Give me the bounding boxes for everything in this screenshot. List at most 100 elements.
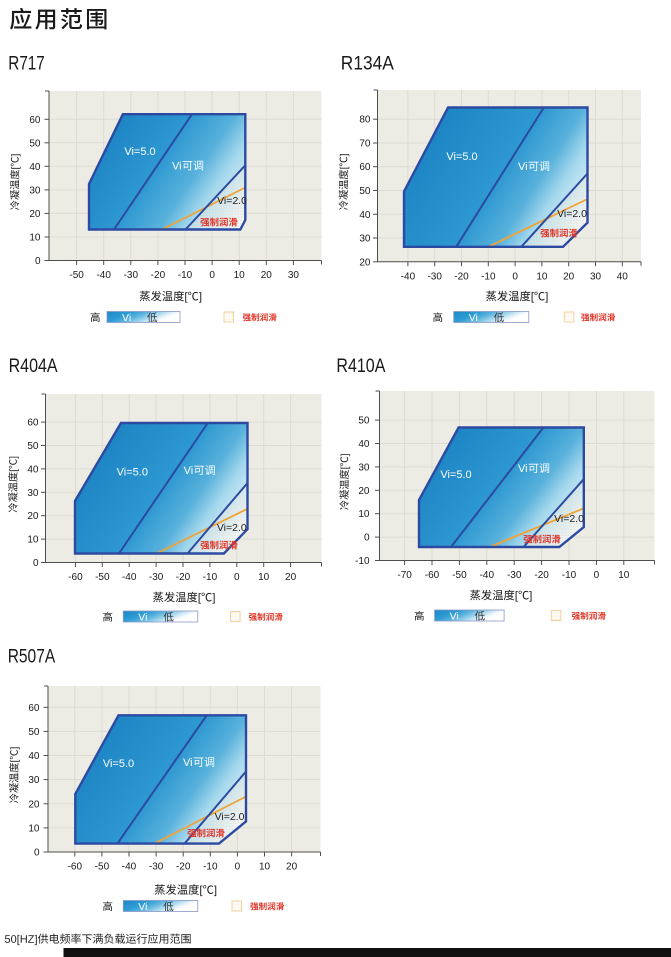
svg-text:-20: -20 [151, 270, 166, 281]
svg-text:-40: -40 [122, 862, 137, 873]
svg-text:50: 50 [359, 186, 371, 197]
svg-text:40: 40 [617, 271, 629, 282]
svg-text:-30: -30 [507, 570, 522, 581]
svg-text:20: 20 [285, 572, 297, 583]
svg-text:-20: -20 [534, 570, 549, 581]
svg-text:30: 30 [28, 775, 40, 786]
svg-text:30: 30 [358, 462, 370, 473]
svg-text:Vi: Vi [183, 757, 193, 769]
svg-text:-50: -50 [69, 270, 84, 281]
svg-text:20: 20 [358, 486, 370, 497]
svg-text:Vi=5.0: Vi=5.0 [440, 469, 471, 481]
svg-text:60: 60 [29, 115, 41, 126]
svg-text:0: 0 [209, 270, 215, 281]
svg-text:0: 0 [33, 558, 39, 569]
svg-text:Vi: Vi [122, 312, 131, 324]
svg-text:Vi: Vi [518, 161, 528, 173]
svg-text:-30: -30 [124, 270, 139, 281]
svg-text:Vi: Vi [518, 463, 528, 475]
svg-text:40: 40 [28, 751, 40, 762]
svg-text:0: 0 [512, 271, 518, 282]
svg-text:-20: -20 [454, 271, 469, 282]
svg-text:R717: R717 [8, 53, 45, 75]
svg-text:40: 40 [359, 210, 371, 221]
svg-text:-50: -50 [95, 862, 110, 873]
svg-text:Vi: Vi [138, 612, 147, 624]
svg-text:Vi=2.0: Vi=2.0 [217, 522, 247, 534]
svg-text:0: 0 [594, 570, 600, 581]
svg-text:R404A: R404A [9, 355, 58, 377]
svg-text:0: 0 [235, 862, 241, 873]
svg-text:-60: -60 [68, 572, 83, 583]
svg-text:-40: -40 [480, 570, 495, 581]
svg-text:0: 0 [234, 572, 240, 583]
svg-text:-40: -40 [96, 270, 111, 281]
svg-text:50: 50 [27, 441, 39, 452]
svg-text:20: 20 [261, 270, 273, 281]
svg-text:50: 50 [29, 138, 41, 149]
svg-text:0: 0 [35, 256, 41, 267]
svg-text:Vi: Vi [138, 901, 147, 913]
svg-text:50: 50 [28, 727, 40, 738]
svg-text:Vi=5.0: Vi=5.0 [124, 146, 155, 158]
svg-text:-10: -10 [562, 570, 577, 581]
svg-text:-20: -20 [176, 862, 191, 873]
svg-text:10: 10 [28, 823, 40, 834]
svg-text:-50: -50 [452, 570, 467, 581]
svg-text:80: 80 [359, 115, 371, 126]
svg-text:20: 20 [29, 209, 41, 220]
svg-text:30: 30 [29, 185, 41, 196]
svg-text:Vi: Vi [172, 161, 182, 173]
svg-text:Vi: Vi [450, 611, 459, 623]
svg-text:Vi: Vi [469, 312, 478, 324]
svg-text:20: 20 [563, 271, 575, 282]
svg-text:R507A: R507A [8, 646, 56, 668]
svg-text:-50: -50 [95, 572, 110, 583]
svg-text:-40: -40 [122, 572, 137, 583]
svg-text:30: 30 [359, 234, 371, 245]
svg-text:Vi=2.0: Vi=2.0 [217, 195, 247, 207]
svg-text:-30: -30 [149, 862, 164, 873]
svg-text:40: 40 [29, 162, 41, 173]
svg-text:-30: -30 [149, 572, 164, 583]
svg-text:60: 60 [27, 418, 39, 429]
svg-text:-20: -20 [176, 572, 191, 583]
svg-text:-60: -60 [68, 862, 83, 873]
svg-text:-10: -10 [203, 572, 218, 583]
svg-text:Vi=2.0: Vi=2.0 [557, 208, 587, 220]
svg-text:R134A: R134A [341, 53, 394, 75]
svg-text:10: 10 [29, 232, 41, 243]
svg-text:Vi=5.0: Vi=5.0 [117, 467, 148, 479]
svg-text:-10: -10 [203, 862, 218, 873]
svg-text:-10: -10 [178, 270, 193, 281]
svg-text:10: 10 [258, 572, 270, 583]
svg-text:20: 20 [27, 511, 39, 522]
svg-text:10: 10 [358, 509, 370, 520]
svg-text:-10: -10 [481, 271, 496, 282]
svg-text:-40: -40 [401, 271, 416, 282]
svg-text:-70: -70 [397, 570, 412, 581]
svg-text:-60: -60 [425, 570, 440, 581]
svg-text:10: 10 [27, 535, 39, 546]
svg-text:-10: -10 [355, 556, 370, 567]
svg-text:Vi=2.0: Vi=2.0 [215, 811, 245, 823]
svg-text:Vi=5.0: Vi=5.0 [103, 758, 134, 770]
svg-text:40: 40 [27, 464, 39, 475]
svg-text:Vi: Vi [184, 465, 194, 477]
svg-text:-30: -30 [427, 271, 442, 282]
svg-text:Vi=2.0: Vi=2.0 [554, 513, 584, 525]
svg-text:10: 10 [234, 270, 246, 281]
svg-text:0: 0 [364, 533, 370, 544]
svg-text:20: 20 [359, 257, 371, 268]
svg-text:30: 30 [288, 270, 300, 281]
svg-text:0: 0 [34, 848, 40, 859]
svg-text:60: 60 [28, 703, 40, 714]
svg-text:10: 10 [618, 570, 630, 581]
svg-text:30: 30 [590, 271, 602, 282]
svg-text:60: 60 [359, 162, 371, 173]
svg-text:10: 10 [259, 862, 271, 873]
svg-text:10: 10 [536, 271, 548, 282]
svg-text:40: 40 [358, 439, 370, 450]
svg-text:50: 50 [358, 416, 370, 427]
svg-text:20: 20 [28, 799, 40, 810]
